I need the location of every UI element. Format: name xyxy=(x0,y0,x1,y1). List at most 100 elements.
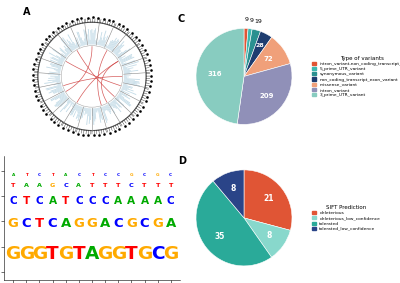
Wedge shape xyxy=(244,28,248,76)
Text: 9: 9 xyxy=(249,18,253,23)
Wedge shape xyxy=(244,31,272,76)
Polygon shape xyxy=(88,29,90,44)
Polygon shape xyxy=(78,32,83,46)
Polygon shape xyxy=(76,43,78,48)
Text: T: T xyxy=(25,173,28,177)
Legend: deleterious, deleterious_low_confidence, tolerated, tolerated_low_confidence: deleterious, deleterious_low_confidence,… xyxy=(312,205,380,231)
Polygon shape xyxy=(114,45,122,53)
Polygon shape xyxy=(83,29,87,45)
Polygon shape xyxy=(87,108,88,114)
Polygon shape xyxy=(58,75,60,76)
Polygon shape xyxy=(110,39,119,51)
Polygon shape xyxy=(70,104,77,115)
Text: G: G xyxy=(50,183,55,188)
Polygon shape xyxy=(123,84,128,85)
Text: C: C xyxy=(22,217,31,230)
Polygon shape xyxy=(119,55,126,60)
Legend: intron_variant,non_coding_transcript_varia, 5_prime_UTR_variant, synonymous_vari: intron_variant,non_coding_transcript_var… xyxy=(312,56,400,97)
Polygon shape xyxy=(120,91,124,93)
Polygon shape xyxy=(64,46,70,53)
Polygon shape xyxy=(104,106,107,110)
Text: 8: 8 xyxy=(267,231,272,240)
Polygon shape xyxy=(113,45,119,52)
Polygon shape xyxy=(70,101,72,103)
Polygon shape xyxy=(56,70,60,72)
Polygon shape xyxy=(104,106,106,110)
Polygon shape xyxy=(82,40,84,46)
Polygon shape xyxy=(99,32,102,45)
Polygon shape xyxy=(81,37,84,46)
Polygon shape xyxy=(72,43,76,49)
Polygon shape xyxy=(80,107,84,119)
Text: D: D xyxy=(178,156,186,166)
Polygon shape xyxy=(123,67,133,70)
Polygon shape xyxy=(56,82,60,83)
Text: T: T xyxy=(46,245,59,263)
Polygon shape xyxy=(121,89,124,91)
Polygon shape xyxy=(123,64,137,68)
Polygon shape xyxy=(110,41,116,50)
Polygon shape xyxy=(50,64,61,68)
Polygon shape xyxy=(123,82,140,86)
Text: C: C xyxy=(101,196,109,206)
Polygon shape xyxy=(122,60,135,66)
Polygon shape xyxy=(121,63,123,64)
Text: G: G xyxy=(74,217,84,230)
Polygon shape xyxy=(52,49,66,59)
Polygon shape xyxy=(123,66,126,68)
Polygon shape xyxy=(54,69,60,71)
Text: T: T xyxy=(23,196,30,206)
Text: G: G xyxy=(137,245,152,263)
Polygon shape xyxy=(65,49,70,54)
Polygon shape xyxy=(58,68,61,69)
Polygon shape xyxy=(99,108,103,120)
Wedge shape xyxy=(237,64,292,125)
Polygon shape xyxy=(67,99,70,103)
Polygon shape xyxy=(118,48,130,58)
Polygon shape xyxy=(67,48,71,53)
Polygon shape xyxy=(124,69,130,71)
Polygon shape xyxy=(124,81,140,84)
Text: A: A xyxy=(100,217,110,230)
Polygon shape xyxy=(66,53,69,55)
Polygon shape xyxy=(114,44,124,54)
Text: C: C xyxy=(77,173,80,177)
Polygon shape xyxy=(58,90,63,93)
Polygon shape xyxy=(96,108,97,112)
Text: A: A xyxy=(48,196,57,206)
Polygon shape xyxy=(116,98,124,106)
Polygon shape xyxy=(120,58,122,61)
Polygon shape xyxy=(90,108,91,120)
Polygon shape xyxy=(106,105,111,114)
Polygon shape xyxy=(76,106,81,119)
Polygon shape xyxy=(119,93,130,99)
Polygon shape xyxy=(115,50,120,55)
Text: A: A xyxy=(140,196,148,206)
Text: C: C xyxy=(167,196,175,206)
Text: 19: 19 xyxy=(255,19,262,24)
Polygon shape xyxy=(93,30,95,44)
Text: T: T xyxy=(35,217,44,230)
Polygon shape xyxy=(118,95,131,106)
Polygon shape xyxy=(124,75,131,76)
Polygon shape xyxy=(60,56,65,59)
Polygon shape xyxy=(86,108,87,114)
Polygon shape xyxy=(119,93,122,96)
Polygon shape xyxy=(56,95,66,104)
Text: C: C xyxy=(140,217,149,230)
Polygon shape xyxy=(50,92,64,100)
Polygon shape xyxy=(124,70,138,72)
Polygon shape xyxy=(44,81,60,84)
Polygon shape xyxy=(84,108,86,115)
Polygon shape xyxy=(124,79,135,81)
Text: G: G xyxy=(126,217,137,230)
Polygon shape xyxy=(54,89,63,94)
Polygon shape xyxy=(65,55,67,57)
Polygon shape xyxy=(102,106,108,121)
Text: A: A xyxy=(166,217,176,230)
Polygon shape xyxy=(85,31,88,45)
Polygon shape xyxy=(48,74,60,75)
Polygon shape xyxy=(108,40,113,49)
Polygon shape xyxy=(57,97,68,107)
Polygon shape xyxy=(111,102,116,108)
